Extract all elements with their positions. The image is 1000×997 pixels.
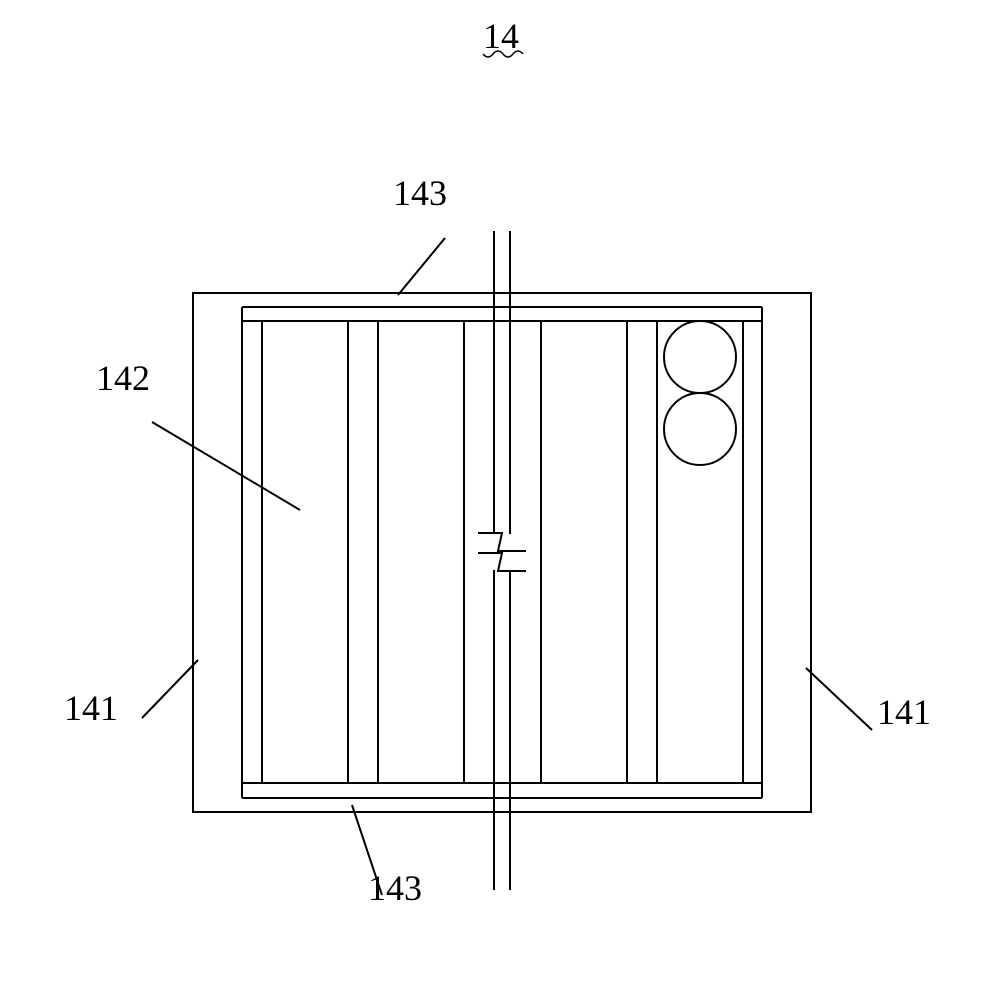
callout-label-141-right: 141	[877, 692, 931, 732]
circle-0	[664, 321, 736, 393]
leader-142	[152, 422, 300, 510]
leader-141-left	[142, 660, 198, 718]
callout-label-141-left: 141	[64, 688, 118, 728]
callout-label-142: 142	[96, 358, 150, 398]
leader-141-right	[806, 668, 872, 730]
callout-label-143-top: 143	[393, 173, 447, 213]
break-mark-lower	[478, 553, 526, 571]
callout-label-143-bottom: 143	[368, 868, 422, 908]
break-mark-upper	[478, 533, 526, 551]
assembly-label: 14	[483, 16, 519, 56]
technical-drawing: 14 143 142 141 141 143	[0, 0, 1000, 997]
leader-143-top	[398, 238, 445, 295]
circle-1	[664, 393, 736, 465]
